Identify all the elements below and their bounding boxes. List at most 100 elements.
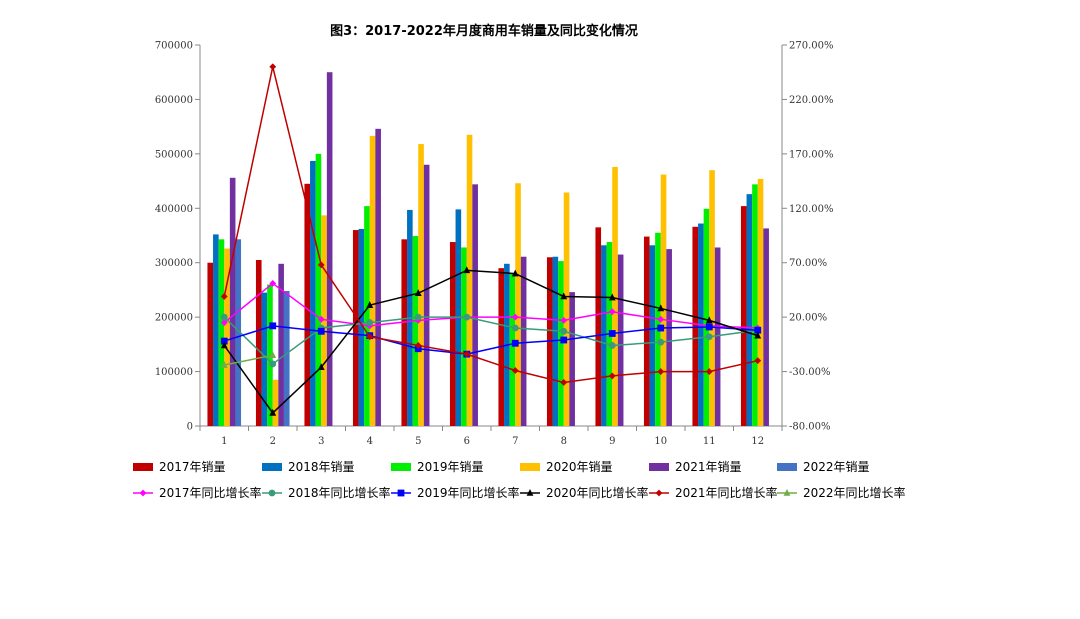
legend-bar-swatch bbox=[133, 463, 153, 471]
line-point bbox=[220, 313, 228, 321]
line-point bbox=[317, 363, 325, 371]
line-point bbox=[657, 368, 665, 375]
line-point bbox=[269, 279, 277, 287]
line-point bbox=[511, 324, 519, 332]
line-point bbox=[705, 368, 713, 375]
line-point bbox=[783, 489, 791, 496]
line-point bbox=[754, 326, 762, 334]
series-line bbox=[224, 354, 273, 366]
line-point bbox=[220, 337, 228, 345]
chart-title: 图3：2017-2022年月度商用车销量及同比变化情况 bbox=[330, 23, 638, 39]
legend-entry-label: 2022年同比增长率 bbox=[803, 485, 906, 500]
bar bbox=[229, 177, 236, 426]
x-tick-label: 8 bbox=[561, 436, 567, 447]
line-point bbox=[463, 313, 471, 321]
legend-bar-swatch bbox=[777, 463, 797, 471]
y-right-tick-label: -30.00% bbox=[789, 367, 831, 378]
bar bbox=[278, 263, 284, 426]
legend-entry-label: 2022年销量 bbox=[803, 460, 870, 474]
y-left-tick-label: 600000 bbox=[155, 95, 193, 106]
bar bbox=[617, 254, 624, 426]
bar bbox=[515, 183, 521, 426]
line-point bbox=[705, 316, 713, 324]
legend-entry-label: 2020年同比增长率 bbox=[546, 485, 649, 500]
tick-labels: 0 100000 200000 300000 400000 500000 600000 700… bbox=[155, 41, 834, 448]
legend: 2017年销量 2018年销量 2019年销量 2020年销量 2021年销量 2022年… bbox=[133, 460, 906, 500]
line-point bbox=[705, 323, 713, 331]
x-tick-label: 3 bbox=[318, 436, 324, 447]
bar bbox=[552, 256, 559, 426]
legend-entry-label: 2021年同比增长率 bbox=[675, 485, 778, 500]
legend-bar-swatch bbox=[391, 463, 411, 471]
y-left-tick-label: 0 bbox=[187, 422, 193, 433]
line-point bbox=[526, 489, 534, 496]
x-tick-label: 6 bbox=[464, 436, 470, 447]
bar bbox=[315, 153, 322, 426]
bar bbox=[649, 245, 656, 426]
line-series-group bbox=[220, 63, 762, 416]
legend-bar-swatch bbox=[520, 463, 540, 471]
line-point bbox=[608, 308, 616, 316]
bar bbox=[461, 247, 467, 426]
x-tick-label: 11 bbox=[703, 436, 716, 447]
y-right-tick-label: -80.00% bbox=[789, 422, 831, 433]
bar bbox=[643, 236, 650, 426]
legend-entry-label: 2018年销量 bbox=[288, 460, 355, 474]
line-point bbox=[397, 489, 405, 497]
y-left-tick-label: 200000 bbox=[155, 313, 193, 324]
bar bbox=[563, 192, 570, 426]
bar bbox=[703, 208, 710, 426]
bar bbox=[224, 248, 230, 426]
bar bbox=[423, 164, 430, 426]
line-point bbox=[414, 289, 422, 296]
line-point bbox=[655, 489, 663, 497]
bar bbox=[509, 273, 516, 426]
line-point bbox=[657, 338, 665, 346]
bar bbox=[412, 236, 419, 426]
legend-entry-label: 2021年销量 bbox=[675, 460, 742, 474]
y-left-tick-label: 300000 bbox=[155, 258, 193, 269]
line-point bbox=[511, 313, 519, 321]
line-point bbox=[269, 360, 277, 368]
bar-series-group bbox=[207, 72, 769, 427]
line-point bbox=[705, 333, 713, 341]
line-point bbox=[317, 261, 325, 269]
bar bbox=[601, 245, 607, 426]
line-point bbox=[414, 313, 422, 321]
x-tick-label: 12 bbox=[751, 436, 764, 447]
line-point bbox=[463, 266, 471, 274]
line-point bbox=[657, 304, 665, 312]
line-point bbox=[317, 315, 325, 323]
y-right-tick-label: 70.00% bbox=[789, 258, 827, 269]
y-left-tick-label: 100000 bbox=[155, 367, 193, 378]
series-line bbox=[223, 282, 758, 329]
line-point bbox=[560, 336, 568, 344]
legend-entry-label: 2020年销量 bbox=[546, 460, 613, 474]
x-tick-label: 7 bbox=[512, 436, 518, 447]
line-point bbox=[220, 319, 228, 326]
line-point bbox=[220, 293, 228, 300]
legend-entry-label: 2019年销量 bbox=[417, 460, 484, 474]
line-point bbox=[657, 315, 665, 323]
legend-bar-swatch bbox=[262, 463, 282, 471]
bar bbox=[213, 234, 219, 426]
series-line bbox=[223, 269, 758, 415]
x-tick-label: 9 bbox=[609, 436, 615, 447]
bar bbox=[326, 72, 333, 426]
bar bbox=[218, 239, 225, 426]
x-tick-label: 1 bbox=[221, 436, 227, 447]
line-point bbox=[366, 301, 374, 308]
bar bbox=[595, 227, 602, 426]
bar bbox=[304, 183, 311, 426]
bar bbox=[714, 247, 721, 426]
bar bbox=[321, 215, 327, 426]
line-point bbox=[608, 372, 616, 380]
line-point bbox=[608, 330, 616, 337]
line-point bbox=[139, 489, 147, 497]
bar bbox=[692, 226, 699, 426]
line-point bbox=[511, 367, 519, 374]
line-point bbox=[463, 350, 471, 358]
bar bbox=[520, 256, 527, 426]
line-point bbox=[269, 63, 277, 71]
